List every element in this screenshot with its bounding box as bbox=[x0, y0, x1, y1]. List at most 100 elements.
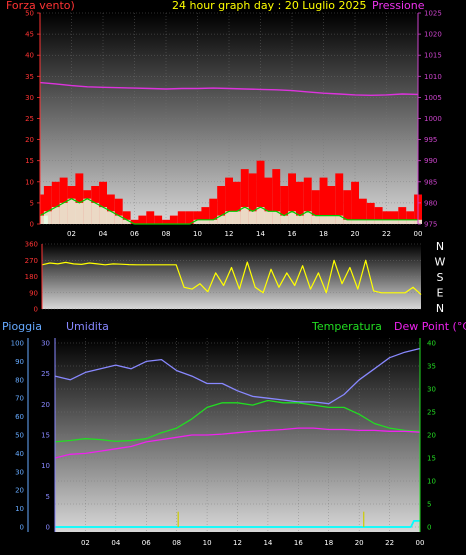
wind-avg-bar bbox=[351, 219, 359, 224]
wind-gust-bar bbox=[193, 211, 202, 224]
direction-line bbox=[41, 259, 422, 296]
pressure-y-tick-label: 990 bbox=[424, 157, 437, 165]
wind-avg-bar bbox=[256, 207, 265, 224]
wind-avg-bar bbox=[99, 207, 107, 224]
wind-gust-bar bbox=[343, 190, 352, 224]
wind-avg-bar bbox=[311, 215, 320, 224]
temp-y-tick-label: 15 bbox=[427, 455, 436, 463]
temp-x-tick-label: 02 bbox=[81, 539, 90, 547]
wind-avg-bar bbox=[51, 207, 60, 224]
wind-gust-bar bbox=[382, 211, 391, 224]
wind-avg-bar bbox=[374, 219, 383, 224]
wind-gust-bar bbox=[327, 186, 336, 224]
temp-y-tick-label: 35 bbox=[427, 363, 436, 371]
direction-y-tick-label: 270 bbox=[25, 257, 38, 265]
temp-x-tick-label: 08 bbox=[172, 539, 181, 547]
pressure-y-tick-label: 1025 bbox=[424, 10, 442, 18]
wind-gust-bar bbox=[209, 198, 218, 224]
umidita-y-tick-label: 0 bbox=[20, 524, 24, 532]
humidity-line bbox=[54, 347, 421, 405]
wind-gust-bar bbox=[311, 190, 320, 224]
temp-x-tick-label: 14 bbox=[263, 539, 272, 547]
umidita-label: Umidita bbox=[66, 320, 109, 333]
umidita-y-tick-label: 10 bbox=[15, 505, 24, 513]
wind-gust-bar bbox=[59, 177, 68, 224]
direction-y-tick-label: 90 bbox=[29, 289, 38, 297]
wind-y-tick-label: 30 bbox=[25, 94, 34, 102]
wind-avg-bar bbox=[390, 219, 399, 224]
wind-gust-bar bbox=[358, 198, 367, 224]
wind-gust-bar bbox=[240, 169, 249, 224]
wind-gust-bar bbox=[201, 207, 210, 224]
wind-avg-bar bbox=[232, 211, 241, 224]
wind-gust-bar bbox=[185, 211, 194, 224]
pioggia-y-tick-label: 25 bbox=[41, 370, 50, 378]
pressure-y-tick-label: 975 bbox=[424, 221, 437, 229]
wind-gust-bar bbox=[146, 211, 155, 224]
wind-avg-bar bbox=[75, 202, 84, 224]
pressure-y-tick-label: 995 bbox=[424, 136, 437, 144]
temp-x-tick-label: 10 bbox=[203, 539, 212, 547]
wind-x-tick-label: 16 bbox=[288, 230, 297, 238]
date-title: 24 hour graph day : 20 Luglio 2025 bbox=[172, 0, 367, 12]
pioggia-y-tick-label: 20 bbox=[41, 401, 50, 409]
wind-y-tick-label: 15 bbox=[25, 157, 34, 165]
wind-avg-bar bbox=[67, 198, 76, 224]
pressure-y-tick-label: 980 bbox=[424, 199, 437, 207]
wind-avg-bar bbox=[114, 215, 123, 224]
pioggia-label: Pioggia bbox=[2, 320, 42, 333]
wind-gust-bar bbox=[169, 215, 178, 224]
wind-x-tick-label: 00 bbox=[414, 230, 423, 238]
pioggia-y-tick-label: 10 bbox=[41, 462, 50, 470]
wind-gust-bar bbox=[295, 181, 304, 224]
wind-gust-bar bbox=[351, 181, 359, 224]
umidita-y-tick-label: 30 bbox=[15, 468, 24, 476]
wind-avg-bar bbox=[193, 219, 202, 224]
direction-y-tick-label: 180 bbox=[25, 273, 38, 281]
umidita-y-tick-label: 90 bbox=[15, 358, 24, 366]
direction-y-tick-label: 0 bbox=[34, 306, 38, 314]
wind-x-tick-label: 12 bbox=[225, 230, 234, 238]
dew-point-line bbox=[54, 427, 421, 459]
wind-avg-bar bbox=[295, 215, 304, 224]
wind-gust-bar bbox=[122, 211, 131, 224]
umidita-y-tick-label: 50 bbox=[15, 432, 24, 440]
wind-gust-bar bbox=[225, 177, 233, 224]
compass-letter: W bbox=[435, 256, 446, 269]
wind-avg-bar bbox=[358, 219, 367, 224]
wind-gust-bar bbox=[177, 211, 186, 224]
pressure-line bbox=[39, 81, 419, 97]
compass-letter: E bbox=[437, 287, 444, 300]
direction-y-tick-label: 360 bbox=[25, 241, 38, 249]
wind-avg-bar bbox=[248, 211, 257, 224]
wind-gust-bar bbox=[114, 198, 123, 224]
umidita-y-tick-label: 20 bbox=[15, 487, 24, 495]
temp-y-tick-label: 20 bbox=[427, 432, 436, 440]
wind-y-tick-label: 45 bbox=[25, 31, 34, 39]
wind-avg-bar bbox=[343, 219, 352, 224]
wind-gust-bar bbox=[99, 181, 107, 224]
wind-avg-bar bbox=[319, 215, 328, 224]
wind-avg-bar bbox=[217, 215, 226, 224]
wind-gust-bar bbox=[43, 186, 52, 224]
temp-x-tick-label: 16 bbox=[294, 539, 303, 547]
wind-gust-bar bbox=[106, 194, 115, 224]
pressure-chart-title: Pressione bbox=[372, 0, 425, 12]
wind-x-tick-label: 02 bbox=[67, 230, 76, 238]
wind-avg-bar bbox=[335, 215, 344, 224]
wind-gust-bar bbox=[406, 211, 415, 224]
wind-avg-bar bbox=[122, 219, 131, 224]
wind-y-tick-label: 50 bbox=[25, 10, 34, 18]
wind-gust-bar bbox=[319, 177, 328, 224]
umidita-y-tick-label: 80 bbox=[15, 376, 24, 384]
wind-avg-bar bbox=[264, 211, 273, 224]
pressure-y-tick-label: 1020 bbox=[424, 31, 442, 39]
wind-gust-bar bbox=[248, 173, 257, 224]
wind-y-tick-label: 40 bbox=[25, 52, 34, 60]
wind-avg-bar bbox=[366, 219, 375, 224]
wind-gust-bar bbox=[138, 215, 147, 224]
wind-gust-bar bbox=[398, 207, 407, 224]
wind-gust-bar bbox=[264, 177, 273, 224]
